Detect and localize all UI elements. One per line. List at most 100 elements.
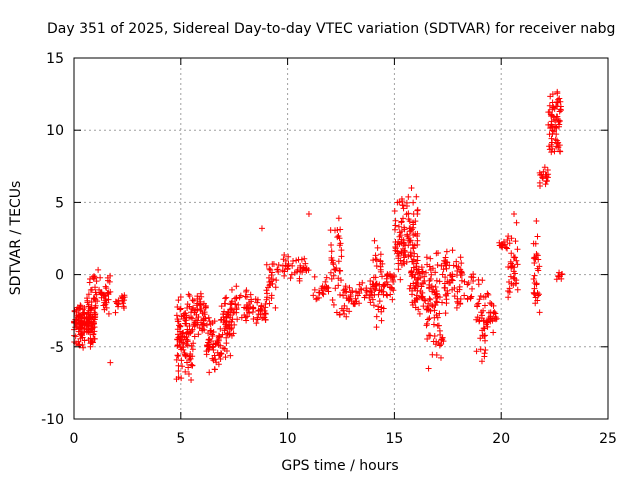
data-point bbox=[274, 266, 281, 273]
data-point bbox=[238, 314, 245, 321]
data-point bbox=[193, 302, 200, 309]
data-point bbox=[373, 282, 380, 289]
data-point bbox=[428, 283, 435, 290]
data-point bbox=[415, 266, 422, 273]
data-point bbox=[231, 321, 238, 328]
data-point bbox=[219, 331, 226, 338]
data-point bbox=[427, 267, 434, 274]
data-point bbox=[397, 276, 404, 283]
data-point bbox=[323, 283, 330, 290]
data-point bbox=[531, 254, 538, 261]
data-point bbox=[447, 271, 454, 278]
data-point bbox=[175, 334, 182, 341]
data-point bbox=[483, 319, 490, 326]
data-point bbox=[314, 295, 321, 302]
data-point bbox=[203, 351, 210, 358]
data-point bbox=[230, 330, 237, 337]
data-point bbox=[534, 252, 541, 259]
data-point bbox=[506, 240, 513, 247]
data-point bbox=[262, 316, 269, 323]
y-tick-label: 10 bbox=[46, 123, 64, 139]
data-point bbox=[406, 238, 413, 245]
data-point bbox=[178, 375, 185, 382]
data-point bbox=[279, 262, 286, 269]
data-point bbox=[367, 291, 374, 298]
data-point bbox=[221, 308, 228, 315]
data-point bbox=[507, 273, 514, 280]
data-point bbox=[409, 258, 416, 265]
data-point bbox=[373, 324, 380, 331]
data-point bbox=[458, 277, 465, 284]
data-point bbox=[192, 317, 199, 324]
data-point bbox=[319, 290, 326, 297]
data-point bbox=[531, 259, 538, 266]
data-point bbox=[431, 333, 438, 340]
data-point bbox=[546, 109, 553, 116]
data-point bbox=[508, 235, 515, 242]
data-point bbox=[457, 254, 464, 261]
data-point bbox=[303, 265, 310, 272]
data-point bbox=[425, 306, 432, 313]
data-point bbox=[531, 272, 538, 279]
data-point bbox=[328, 241, 335, 248]
data-point bbox=[105, 296, 112, 303]
data-point bbox=[261, 307, 268, 314]
data-point bbox=[335, 233, 342, 240]
data-point bbox=[473, 316, 480, 323]
data-point bbox=[87, 306, 94, 313]
data-point bbox=[377, 258, 384, 265]
data-point bbox=[414, 232, 421, 239]
data-point bbox=[91, 274, 98, 281]
data-point bbox=[79, 330, 86, 337]
data-point bbox=[281, 252, 288, 259]
data-point bbox=[391, 226, 398, 233]
data-point bbox=[430, 338, 437, 345]
data-point bbox=[330, 301, 337, 308]
data-point bbox=[410, 244, 417, 251]
data-point bbox=[426, 263, 433, 270]
data-point bbox=[273, 277, 280, 284]
data-point bbox=[223, 334, 230, 341]
data-point bbox=[337, 291, 344, 298]
data-point bbox=[209, 355, 216, 362]
data-point bbox=[220, 314, 227, 321]
data-point bbox=[234, 316, 241, 323]
data-point bbox=[396, 233, 403, 240]
data-point bbox=[188, 376, 195, 383]
data-point bbox=[173, 376, 180, 383]
data-point bbox=[223, 347, 230, 354]
data-point bbox=[421, 273, 428, 280]
data-point bbox=[194, 293, 201, 300]
data-point bbox=[194, 321, 201, 328]
data-point bbox=[81, 314, 88, 321]
data-point bbox=[185, 291, 192, 298]
data-point bbox=[183, 359, 190, 366]
data-point bbox=[556, 108, 563, 115]
data-point bbox=[442, 258, 449, 265]
data-point bbox=[95, 266, 102, 273]
data-point bbox=[402, 251, 409, 258]
data-point bbox=[383, 272, 390, 279]
data-point bbox=[180, 340, 187, 347]
data-point bbox=[479, 332, 486, 339]
data-point bbox=[272, 284, 279, 291]
data-point bbox=[73, 312, 80, 319]
data-point bbox=[182, 317, 189, 324]
data-point bbox=[554, 99, 561, 106]
data-point bbox=[382, 281, 389, 288]
data-point bbox=[386, 284, 393, 291]
data-point bbox=[347, 293, 354, 300]
data-point bbox=[290, 257, 297, 264]
data-point bbox=[324, 285, 331, 292]
data-point bbox=[84, 295, 91, 302]
data-point bbox=[434, 293, 441, 300]
y-tick-label: 0 bbox=[55, 268, 64, 284]
data-point bbox=[449, 247, 456, 254]
data-points bbox=[71, 88, 566, 383]
data-point bbox=[336, 267, 343, 274]
data-point bbox=[353, 289, 360, 296]
data-point bbox=[181, 315, 188, 322]
data-point bbox=[199, 310, 206, 317]
data-point bbox=[191, 333, 198, 340]
data-point bbox=[357, 285, 364, 292]
